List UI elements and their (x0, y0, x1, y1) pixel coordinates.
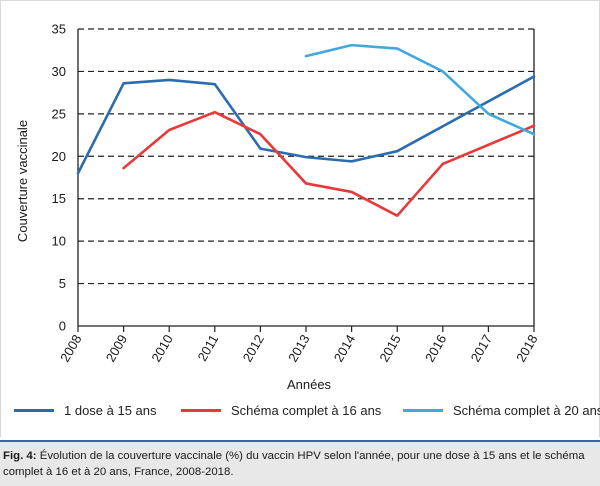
caption-bar: Fig. 4: Évolution de la couverture vacci… (0, 440, 600, 486)
line-chart: 0 5 10 15 20 25 30 35 2008 2009 2010 2011 2012 2013 20… (15, 22, 541, 393)
x-tick-label: 2014 (331, 332, 358, 365)
legend-label: Schéma complet à 20 ans (453, 402, 600, 418)
x-tick-label: 2015 (376, 332, 403, 365)
x-tick-label: 2017 (468, 332, 495, 365)
y-axis-label: Couverture vaccinale (15, 120, 30, 242)
y-tick-label: 10 (52, 234, 66, 249)
series-line (76, 75, 536, 175)
x-tick-label: 2013 (285, 332, 312, 365)
y-tick-label: 20 (52, 149, 66, 164)
x-tick-label: 2009 (103, 332, 130, 365)
x-tick-label: 2012 (240, 332, 267, 365)
series-1 (76, 75, 536, 175)
axes: 0 5 10 15 20 25 30 35 2008 2009 2010 2011 2012 2013 20… (52, 22, 541, 365)
y-tick-label: 15 (52, 191, 66, 206)
plot-frame: 0 5 10 15 20 25 30 35 2008 2009 2010 2011 2012 2013 20… (0, 0, 600, 437)
x-tick-label: 2018 (513, 332, 540, 365)
legend-label: Schéma complet à 16 ans (231, 402, 382, 418)
legend-item: Schéma complet à 20 ans (403, 398, 600, 422)
legend-item: Schéma complet à 16 ans (181, 398, 381, 422)
series-2 (122, 110, 536, 217)
legend-swatch (403, 408, 443, 412)
legend-label: 1 dose à 15 ans (64, 402, 157, 418)
x-tick-label: 2011 (194, 332, 221, 364)
x-axis-label: Années (287, 377, 332, 392)
caption-label: Fig. 4: (3, 450, 37, 462)
legend-swatch (14, 408, 54, 412)
series-3 (304, 43, 536, 136)
y-tick-label: 0 (59, 319, 66, 334)
x-tick-label: 2010 (148, 332, 175, 365)
legend-swatch (181, 408, 221, 412)
y-tick-label: 5 (59, 276, 66, 291)
legend-item: 1 dose à 15 ans (14, 398, 157, 422)
x-tick-label: 2016 (422, 332, 449, 365)
data-series (76, 43, 536, 217)
y-tick-label: 30 (52, 64, 66, 79)
y-tick-label: 25 (52, 106, 66, 121)
series-line (304, 43, 536, 136)
figure-caption: Fig. 4: Évolution de la couverture vacci… (3, 448, 597, 480)
y-tick-label: 35 (52, 22, 66, 37)
series-line (122, 110, 536, 217)
caption-text: Évolution de la couverture vaccinale (%)… (3, 450, 585, 478)
x-tick-label: 2008 (57, 332, 84, 365)
